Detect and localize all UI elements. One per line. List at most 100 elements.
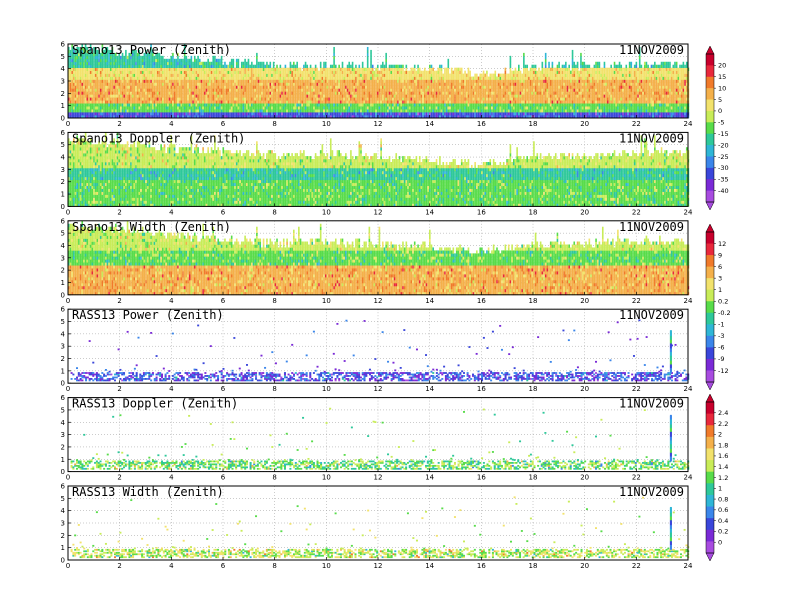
heat-cell	[291, 106, 293, 109]
heat-cell	[254, 91, 256, 94]
heat-cell	[224, 109, 226, 112]
heat-cell	[442, 85, 444, 88]
heat-cell	[164, 71, 166, 74]
heat-cell	[458, 85, 460, 88]
heat-cell	[300, 85, 302, 88]
heat-cell	[481, 112, 483, 115]
heat-cell	[271, 91, 273, 94]
heat-cell	[380, 88, 382, 91]
heat-cell	[333, 65, 335, 68]
heat-cell	[286, 91, 288, 94]
heat-cell	[175, 103, 177, 106]
heat-cell	[80, 82, 82, 85]
heat-cell	[404, 91, 406, 94]
heat-cell	[280, 103, 282, 106]
heat-cell	[419, 77, 421, 80]
heat-cell	[441, 65, 443, 68]
heat-cell	[306, 77, 308, 80]
heat-cell	[427, 97, 429, 100]
heat-cell	[484, 82, 486, 85]
heat-cell	[357, 77, 359, 80]
heat-cell	[360, 74, 362, 77]
heat-cell	[332, 77, 334, 80]
heat-cell	[216, 91, 218, 94]
heat-cell	[120, 77, 122, 80]
heat-cell	[496, 85, 498, 88]
heat-cell	[439, 109, 441, 112]
heat-cell	[350, 88, 352, 91]
heat-cell	[377, 97, 379, 100]
heat-cell	[342, 68, 344, 71]
heat-cell	[374, 103, 376, 106]
heat-cell	[442, 77, 444, 80]
heat-cell	[406, 97, 408, 100]
heat-cell	[355, 106, 357, 109]
heat-cell	[500, 91, 502, 94]
heat-cell	[406, 100, 408, 103]
heat-cell	[456, 109, 458, 112]
heat-cell	[169, 62, 171, 65]
heat-cell	[328, 68, 330, 71]
heat-cell	[449, 112, 451, 115]
heat-cell	[266, 100, 268, 103]
heat-cell	[236, 74, 238, 77]
heat-cell	[179, 71, 181, 74]
heat-cell	[333, 88, 335, 91]
heat-cell	[305, 82, 307, 85]
heat-cell	[365, 80, 367, 83]
heat-cell	[484, 109, 486, 112]
heat-cell	[387, 74, 389, 77]
heat-cell	[259, 106, 261, 109]
heat-cell	[258, 100, 260, 103]
heat-cell	[437, 100, 439, 103]
heat-cell	[152, 65, 154, 68]
heat-cell	[165, 88, 167, 91]
heat-cell	[350, 71, 352, 74]
heat-cell	[437, 85, 439, 88]
heat-cell	[187, 80, 189, 83]
heat-cell	[409, 109, 411, 112]
heat-cell	[353, 112, 355, 115]
heat-cell	[416, 71, 418, 74]
heat-cell	[256, 103, 258, 106]
heat-cell	[394, 71, 396, 74]
heat-cell	[157, 80, 159, 83]
heat-cell	[298, 112, 300, 115]
heat-cell	[199, 85, 201, 88]
heat-cell	[298, 94, 300, 97]
heat-cell	[197, 77, 199, 80]
heat-cell	[179, 103, 181, 106]
heat-cell	[167, 91, 169, 94]
heat-cell	[231, 91, 233, 94]
heat-cell	[449, 82, 451, 85]
heat-cell	[343, 74, 345, 77]
heat-cell	[155, 91, 157, 94]
heat-cell	[100, 100, 102, 103]
heat-cell	[122, 103, 124, 106]
heat-cell	[337, 91, 339, 94]
heat-cell	[209, 103, 211, 106]
heat-cell	[76, 100, 78, 103]
heat-cell	[147, 91, 149, 94]
heat-cell	[253, 77, 255, 80]
heat-cell	[437, 74, 439, 77]
heat-cell	[238, 80, 240, 83]
heat-cell	[71, 68, 73, 71]
heat-cell	[108, 112, 110, 115]
heat-cell	[167, 77, 169, 80]
heat-cell	[375, 71, 377, 74]
heat-cell	[177, 103, 179, 106]
heat-cell	[234, 94, 236, 97]
heat-cell	[248, 91, 250, 94]
heat-cell	[441, 100, 443, 103]
heat-cell	[132, 103, 134, 106]
heat-cell	[474, 106, 476, 109]
heat-cell	[86, 88, 88, 91]
heat-cell	[468, 85, 470, 88]
heat-cell	[202, 80, 204, 83]
heat-cell	[270, 82, 272, 85]
heat-cell	[113, 106, 115, 109]
heat-cell	[268, 82, 270, 85]
heat-cell	[149, 77, 151, 80]
heat-cell	[169, 65, 171, 68]
